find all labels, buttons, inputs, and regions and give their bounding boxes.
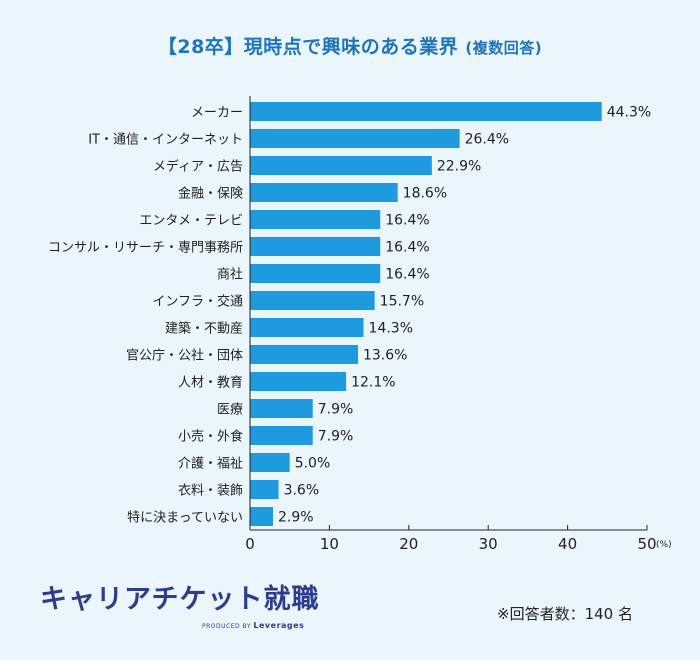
category-label: 医療 <box>217 403 243 418</box>
brand-byline-name: Leverages <box>253 621 305 630</box>
category-label: 介護・福祉 <box>178 456 243 472</box>
bar <box>250 507 274 526</box>
category-label: 官公庁・公社・団体 <box>126 348 243 364</box>
bar <box>250 183 398 202</box>
category-label: 金融・保険 <box>178 186 243 202</box>
respondent-note: ※回答者数：140 名 <box>497 605 633 623</box>
category-label: 人材・教育 <box>178 375 243 391</box>
bar <box>250 291 375 310</box>
x-tick-label: 30 <box>479 535 498 553</box>
bar <box>250 372 347 391</box>
value-label: 7.9% <box>318 402 354 418</box>
value-label: 5.0% <box>295 456 331 472</box>
value-label: 12.1% <box>351 375 395 391</box>
chart-title-main: 【28卒】現時点で興味のある業界 <box>157 36 459 58</box>
value-label: 16.4% <box>385 267 429 283</box>
bar <box>250 453 290 472</box>
category-label: 建築・不動産 <box>165 321 243 337</box>
bar <box>250 264 381 283</box>
bar <box>250 480 279 499</box>
value-label: 22.9% <box>437 159 481 175</box>
bar <box>250 210 381 229</box>
value-label: 16.4% <box>385 213 429 229</box>
category-label: インフラ・交通 <box>152 294 243 310</box>
bar <box>250 156 432 175</box>
bar <box>250 102 602 121</box>
category-label: エンタメ・テレビ <box>139 214 243 229</box>
x-tick-label: 10 <box>320 535 339 553</box>
brand-byline-prefix: PRODUCED BY <box>202 623 251 630</box>
value-label: 7.9% <box>318 429 354 445</box>
category-label: 商社 <box>217 267 243 283</box>
bar-chart: メーカー 44.3% IT・通信・インターネット 26.4% メディア・広告 22.9% 金… <box>48 96 672 553</box>
category-label: 衣料・装飾 <box>178 483 243 499</box>
chart-title-sub: (複数回答) <box>465 39 543 57</box>
value-label: 15.7% <box>380 294 424 310</box>
value-label: 2.9% <box>278 510 314 526</box>
bar <box>250 426 313 445</box>
value-label: 26.4% <box>465 132 509 148</box>
value-label: 18.6% <box>403 186 447 202</box>
x-unit-label: (%) <box>656 540 672 550</box>
bar <box>250 399 313 418</box>
x-tick-label: 0 <box>245 535 255 553</box>
x-tick-label: 50 <box>637 535 656 553</box>
category-label: メディア・広告 <box>153 159 243 175</box>
value-label: 16.4% <box>385 240 429 256</box>
category-label: 小売・外食 <box>178 429 243 445</box>
bar <box>250 237 381 256</box>
x-tick-label: 40 <box>558 535 577 553</box>
value-label: 44.3% <box>607 105 651 121</box>
brand-logo: キャリアチケット就職 PRODUCED BY Leverages <box>40 584 320 631</box>
value-label: 14.3% <box>369 321 413 337</box>
category-label: メーカー <box>191 106 243 121</box>
value-label: 3.6% <box>284 483 320 499</box>
value-label: 13.6% <box>363 348 407 364</box>
category-label: コンサル・リサーチ・専門事務所 <box>48 241 243 256</box>
bar <box>250 129 460 148</box>
bar <box>250 318 364 337</box>
x-tick-label: 20 <box>399 535 418 553</box>
bar <box>250 345 358 364</box>
category-label: IT・通信・インターネット <box>88 133 243 148</box>
brand-name: キャリアチケット就職 <box>40 584 320 615</box>
brand-byline: PRODUCED BY Leverages <box>202 621 304 630</box>
chart-title: 【28卒】現時点で興味のある業界 (複数回答) <box>0 32 700 59</box>
category-label: 特に決まっていない <box>127 511 243 526</box>
